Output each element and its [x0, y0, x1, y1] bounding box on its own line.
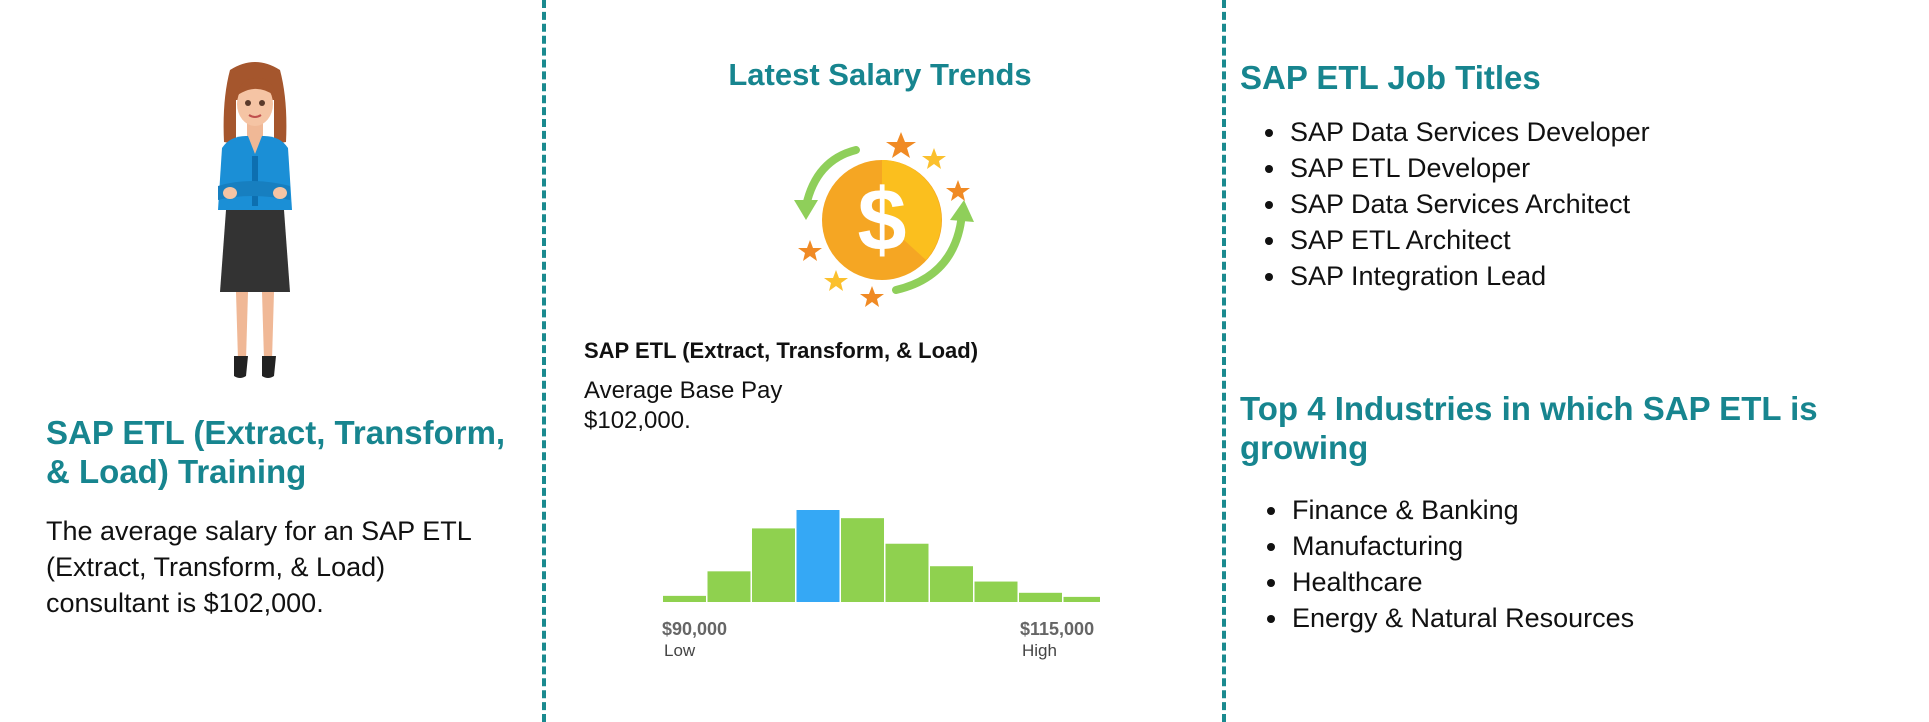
- column-divider-right: [1222, 0, 1226, 722]
- job-title-item: SAP ETL Architect: [1288, 222, 1650, 258]
- job-titles-heading: SAP ETL Job Titles: [1240, 59, 1541, 96]
- job-title-item: SAP ETL Developer: [1288, 150, 1650, 186]
- consultant-illustration: [218, 62, 292, 378]
- low-value-label: $90,000: [662, 619, 727, 639]
- histogram-bar: [974, 581, 1018, 602]
- job-titles-list: SAP Data Services DeveloperSAP ETL Devel…: [1240, 114, 1650, 294]
- salary-trends-title: Latest Salary Trends: [728, 57, 1032, 92]
- salary-description: The average salary for an SAP ETL (Extra…: [46, 516, 471, 618]
- high-label: High: [1022, 641, 1057, 660]
- histogram-bar: [1063, 596, 1100, 602]
- histogram-bar: [885, 543, 929, 602]
- histogram-bar: [663, 595, 706, 602]
- job-title-item: SAP Data Services Developer: [1288, 114, 1650, 150]
- salary-histogram: $90,000 Low $115,000 High: [662, 510, 1100, 660]
- job-title-item: SAP Data Services Architect: [1288, 186, 1650, 222]
- histogram-bar: [752, 528, 795, 602]
- industry-item: Healthcare: [1290, 564, 1634, 600]
- training-title: SAP ETL (Extract, Transform, & Load) Tra…: [46, 414, 506, 490]
- dollar-cycle-icon: $: [794, 132, 974, 307]
- job-title-item: SAP Integration Lead: [1288, 258, 1650, 294]
- histogram-bar: [930, 566, 973, 602]
- salary-role-label: SAP ETL (Extract, Transform, & Load): [584, 338, 979, 363]
- low-label: Low: [664, 641, 696, 660]
- average-base-pay: Average Base Pay $102,000.: [584, 377, 783, 434]
- industries-heading: Top 4 Industries in which SAP ETL is gro…: [1240, 390, 1818, 466]
- industry-item: Finance & Banking: [1290, 492, 1634, 528]
- industries-list: Finance & BankingManufacturingHealthcare…: [1242, 492, 1634, 636]
- industry-item: Manufacturing: [1290, 528, 1634, 564]
- histogram-bar: [707, 571, 751, 602]
- histogram-bar: [841, 518, 884, 602]
- histogram-bar-highlight: [796, 510, 840, 602]
- high-value-label: $115,000: [1020, 619, 1094, 639]
- industry-item: Energy & Natural Resources: [1290, 600, 1634, 636]
- svg-text:$: $: [858, 170, 907, 269]
- column-divider-left: [542, 0, 546, 722]
- histogram-bar: [1019, 592, 1062, 602]
